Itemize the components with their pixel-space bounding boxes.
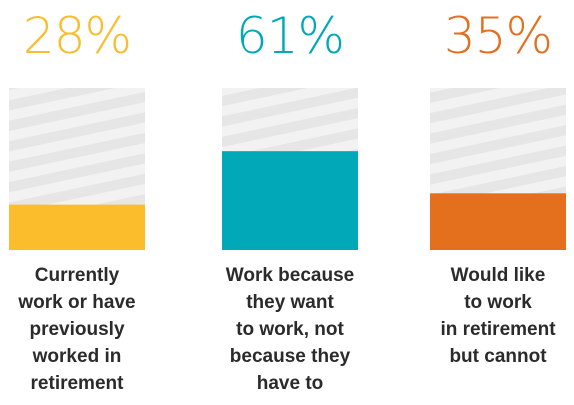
- caption-line: Currently: [34, 265, 120, 286]
- bar-2: [430, 193, 566, 250]
- caption-line: to work: [464, 292, 532, 313]
- caption-line: retirement: [30, 373, 124, 394]
- value-label-1: 61%: [235, 7, 345, 65]
- caption-line: to work, not: [236, 319, 344, 340]
- value-label-2: 35%: [443, 7, 553, 65]
- caption-line: have to: [256, 373, 324, 394]
- category-label-1: Work because they want to work, not beca…: [200, 262, 380, 397]
- caption-line: Would like: [450, 265, 546, 286]
- caption-line: worked in: [32, 346, 122, 367]
- caption-line: previously: [29, 319, 125, 340]
- category-label-0: Currently work or have previously worked…: [0, 262, 167, 397]
- caption-line: they want: [246, 292, 334, 313]
- caption-line: work or have: [18, 292, 136, 313]
- bar-0: [9, 204, 145, 250]
- value-label-0: 28%: [22, 7, 132, 65]
- caption-line: in retirement: [440, 319, 556, 340]
- bar-1: [222, 151, 358, 250]
- category-label-2: Would like to work in retirement but can…: [408, 262, 574, 370]
- caption-line: Work because: [225, 265, 355, 286]
- caption-line: because they: [229, 346, 351, 367]
- caption-line: but cannot: [449, 346, 547, 367]
